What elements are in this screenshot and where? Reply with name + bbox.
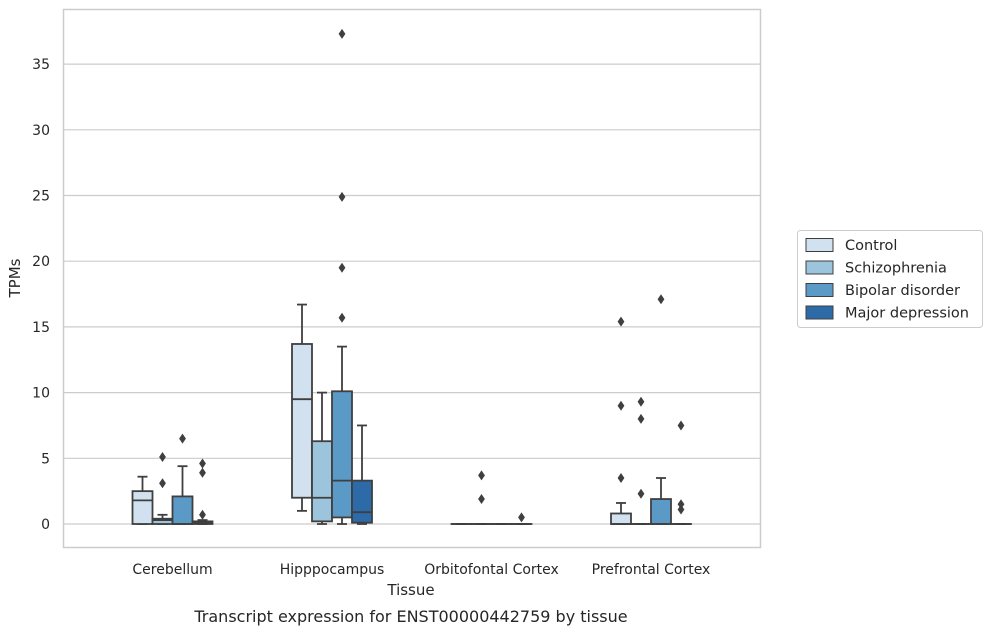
box-control-hipppocampus (291, 343, 313, 499)
legend-swatch-bipolar-disorder (805, 283, 834, 297)
box-control-cerebellum (131, 490, 154, 525)
outlier-schizophrenia-cerebellum-1 (159, 451, 166, 462)
y-tick-label-10: 10 (32, 386, 50, 402)
x-axis-ticks: Cerebellum Hipppocampus Orbitofontal Corte… (132, 562, 710, 578)
y-axis-label: TPMs (6, 258, 24, 298)
outlier-bipolar-disorder-hipppocampus-2 (338, 191, 346, 202)
outlier-schizophrenia-prefrontal-cortex-2 (637, 396, 645, 407)
outlier-major-depression-orbitofontal-cortex-0 (518, 512, 525, 523)
box-group-control-prefrontal-cortex (610, 316, 632, 525)
outlier-major-depression-prefrontal-cortex-0 (677, 504, 685, 515)
outlier-bipolar-disorder-cerebellum-0 (179, 433, 186, 444)
legend-swatch-schizophrenia (805, 260, 834, 275)
legend: Control Schizophrenia Bipolar disorder Majo… (797, 230, 983, 328)
box-group-schizophrenia-prefrontal-cortex (630, 396, 652, 525)
legend-label-schizophrenia: Schizophrenia (845, 261, 947, 277)
box-major-depression-hipppocampus (351, 479, 373, 524)
outlier-bipolar-disorder-hipppocampus-0 (338, 312, 346, 323)
box-group-major-depression-orbitofontal-cortex (510, 512, 533, 525)
outlier-bipolar-disorder-prefrontal-cortex-0 (657, 294, 665, 305)
box-group-bipolar-disorder-hipppocampus (331, 28, 353, 525)
legend-swatch-control (805, 238, 834, 252)
y-tick-label-0: 0 (41, 517, 50, 533)
box-group-schizophrenia-cerebellum (151, 451, 174, 525)
gridlines (63, 63, 761, 525)
box-bipolar-disorder-hipppocampus (331, 390, 353, 519)
legend-frame (797, 230, 983, 328)
box-control-prefrontal-cortex (610, 512, 632, 525)
chart-caption: Transcript expression for ENST0000044275… (193, 607, 627, 626)
box-group-bipolar-disorder-cerebellum (171, 433, 194, 525)
outlier-bipolar-disorder-hipppocampus-1 (338, 262, 346, 273)
outlier-major-depression-cerebellum-1 (199, 467, 206, 478)
outlier-schizophrenia-prefrontal-cortex-1 (637, 413, 645, 424)
box-bipolar-disorder-prefrontal-cortex (650, 498, 672, 525)
outlier-schizophrenia-prefrontal-cortex-0 (637, 488, 645, 499)
x-tick-label-prefrontal-cortex: Prefrontal Cortex (592, 562, 711, 578)
outlier-control-prefrontal-cortex-0 (617, 473, 625, 484)
legend-label-control: Control (845, 238, 897, 254)
box-group-bipolar-disorder-prefrontal-cortex (650, 294, 672, 525)
y-axis-ticks: 0 5 10 15 20 25 30 35 (32, 57, 50, 533)
outlier-control-prefrontal-cortex-2 (617, 316, 625, 327)
box-plot-series (131, 28, 692, 525)
legend-label-bipolar-disorder: Bipolar disorder (845, 283, 960, 299)
y-tick-label-20: 20 (32, 254, 50, 270)
box-group-major-depression-prefrontal-cortex (670, 420, 692, 525)
x-axis-label: Tissue (386, 581, 434, 599)
box-group-schizophrenia-hipppocampus (311, 391, 333, 525)
outlier-major-depression-prefrontal-cortex-2 (677, 420, 685, 431)
y-tick-label-25: 25 (32, 189, 50, 205)
x-tick-label-orbitofontal-cortex: Orbitofontal Cortex (424, 562, 559, 578)
outlier-control-prefrontal-cortex-1 (617, 400, 625, 411)
x-tick-label-hipppocampus: Hipppocampus (280, 562, 385, 578)
box-group-control-cerebellum (131, 475, 154, 525)
outlier-bipolar-disorder-hipppocampus-3 (338, 28, 346, 39)
outlier-schizophrenia-orbitofontal-cortex-1 (478, 470, 485, 481)
y-tick-label-35: 35 (32, 57, 50, 73)
box-group-schizophrenia-orbitofontal-cortex (470, 470, 493, 525)
outlier-schizophrenia-cerebellum-0 (159, 478, 166, 489)
box-schizophrenia-hipppocampus (311, 440, 333, 523)
outlier-schizophrenia-orbitofontal-cortex-0 (478, 494, 485, 505)
outlier-major-depression-prefrontal-cortex-1 (677, 499, 685, 510)
plot-frame (62, 8, 762, 549)
legend-swatch-major-depression (805, 305, 834, 320)
x-tick-label-cerebellum: Cerebellum (132, 562, 212, 578)
y-tick-label-15: 15 (32, 320, 50, 336)
box-group-control-hipppocampus (291, 303, 313, 512)
legend-label-major-depression: Major depression (845, 306, 969, 322)
y-tick-label-30: 30 (32, 123, 50, 139)
y-tick-label-5: 5 (41, 451, 50, 467)
box-group-major-depression-cerebellum (191, 458, 214, 525)
outlier-major-depression-cerebellum-0 (199, 509, 206, 520)
box-bipolar-disorder-cerebellum (171, 495, 194, 525)
box-group-major-depression-hipppocampus (351, 424, 373, 525)
outlier-major-depression-cerebellum-2 (199, 458, 206, 469)
